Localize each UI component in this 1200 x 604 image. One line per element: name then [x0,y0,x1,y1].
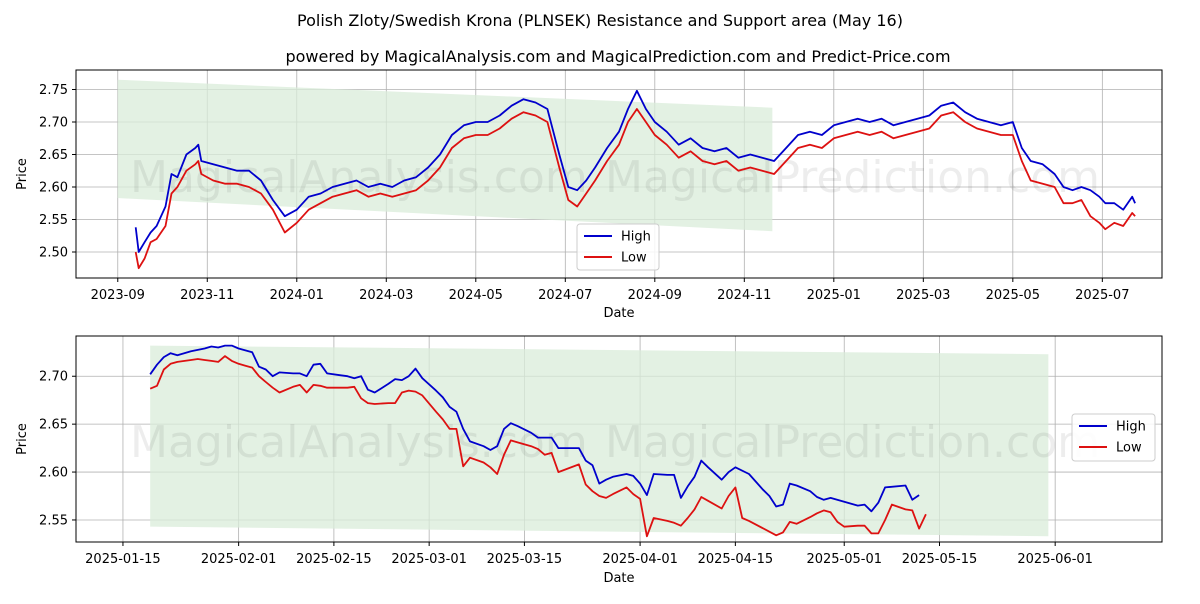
legend-label-low: Low [621,251,647,266]
x-tick-label: 2024-07 [538,288,592,303]
watermark-text: MagicalAnalysis.com [130,417,588,468]
y-axis-label: Price [15,158,30,190]
watermark-text: MagicalPrediction.com [605,152,1100,203]
x-tick-label: 2025-05-15 [902,552,978,567]
legend-label-high: High [1116,420,1146,435]
chart-panel-2: MagicalAnalysis.com MagicalPrediction.com… [15,335,1163,586]
chart-subtitle: powered by MagicalAnalysis.com and Magic… [285,47,950,66]
x-tick-label: 2025-02-15 [296,552,372,567]
x-axis-label: Date [603,571,634,586]
y-tick-label: 2.65 [39,148,68,163]
y-tick-label: 2.70 [39,370,68,385]
series-line-high [134,89,1136,253]
legend-label-low: Low [1116,441,1142,456]
legend-label-high: High [621,230,651,245]
x-tick-label: 2025-03 [896,288,950,303]
plot-frame [75,69,1163,279]
legend: High Low [1071,413,1156,462]
y-tick-label: 2.55 [39,213,68,228]
x-tick-label: 2025-05-01 [806,552,882,567]
y-tick-label: 2.50 [39,246,68,261]
x-tick-label: 2024-11 [717,288,771,303]
watermark-text: MagicalPrediction.com [605,417,1100,468]
y-tick-label: 2.55 [39,513,68,528]
support-resistance-band [117,79,773,232]
x-tick-label: 2024-05 [449,288,503,303]
x-tick-label: 2025-04-15 [698,552,774,567]
chart-panel-1: MagicalAnalysis.com MagicalPrediction.com… [15,69,1163,321]
series-line-low [149,355,927,538]
y-tick-label: 2.65 [39,418,68,433]
y-axis-label: Price [15,423,30,455]
x-axis-label: Date [603,306,634,321]
x-tick-label: 2025-03-15 [487,552,563,567]
chart-title: Polish Zloty/Swedish Krona (PLNSEK) Resi… [297,11,903,30]
x-tick-label: 2025-01-15 [85,552,161,567]
series-line-low [134,108,1136,270]
x-tick-label: 2025-07 [1075,288,1129,303]
x-tick-label: 2023-09 [91,288,145,303]
x-tick-label: 2025-02-01 [201,552,277,567]
x-tick-label: 2024-03 [359,288,413,303]
watermark-text: MagicalAnalysis.com [130,152,588,203]
x-tick-label: 2024-01 [270,288,324,303]
y-tick-label: 2.70 [39,116,68,131]
series-line-high [149,344,920,513]
x-tick-label: 2023-11 [180,288,234,303]
x-tick-label: 2025-01 [807,288,861,303]
x-tick-label: 2025-06-01 [1017,552,1093,567]
y-tick-label: 2.60 [39,181,68,196]
x-tick-label: 2025-05 [986,288,1040,303]
x-tick-label: 2025-03-01 [391,552,467,567]
y-tick-label: 2.60 [39,466,68,481]
plot-frame [75,335,1163,543]
x-tick-label: 2024-09 [628,288,682,303]
legend: High Low [576,223,660,271]
x-tick-label: 2025-04-01 [602,552,678,567]
y-tick-label: 2.75 [39,83,68,98]
